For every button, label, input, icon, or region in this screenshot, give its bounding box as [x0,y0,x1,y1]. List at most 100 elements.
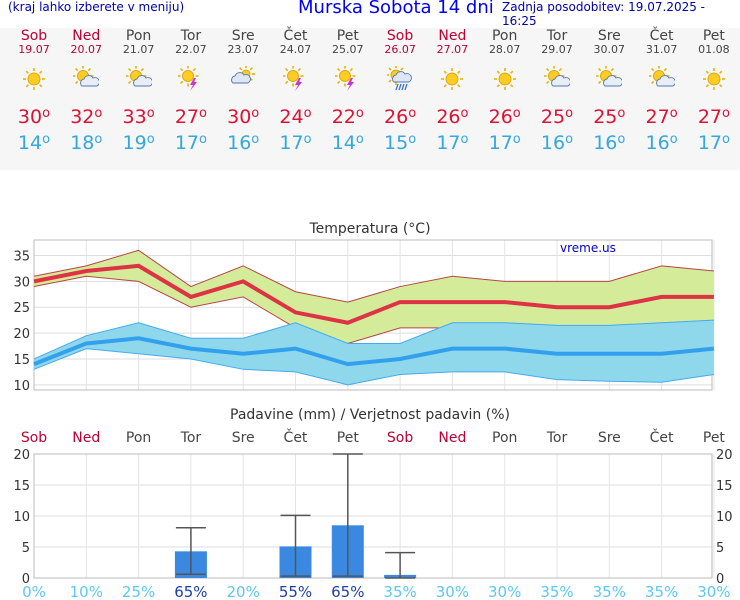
x-tick-label: Tor [180,430,202,446]
day-column: Pon 28.07 26o 17o [479,28,531,154]
day-column: Čet 31.07 27o 16o [636,28,688,154]
min-temp: 17o [174,132,207,154]
min-temp: 14o [331,132,364,154]
rain-cloud-icon [386,65,413,92]
sun-cloud-icon [543,65,571,92]
day-date: 28.07 [488,43,521,56]
day-column: Tor 29.07 25o 16o [531,28,583,154]
tmax-range-band-upper [33,249,714,303]
max-temp: 25o [540,106,574,128]
x-tick-label: Ned [72,430,100,446]
tmin-range-band [34,320,714,385]
day-date: 25.07 [332,43,364,56]
x-tick-label: Pon [126,430,151,446]
precip-probability: 30% [488,583,521,600]
sun-icon [701,66,727,92]
y-tick-label: 0 [22,572,30,587]
day-date: 30.07 [593,43,626,56]
x-tick-label: Čet [284,428,308,446]
y-tick-label: 30 [13,275,30,290]
plot-frame [33,453,713,579]
max-temp: 22o [331,106,364,128]
min-temp: 16o [645,132,678,154]
sun-cloud-icon [125,65,153,92]
x-tick-label: Pet [703,430,726,446]
x-tick-label: Čet [650,428,674,446]
tmax-line [33,263,714,325]
chart-title: Temperatura (°C) [308,221,430,237]
max-temp: 30o [227,106,260,128]
precip-probability: 65% [174,583,207,600]
x-tick-label: Ned [438,430,466,446]
day-date: 31.07 [645,43,678,56]
x-tick-label: Pet [337,430,360,446]
y-tick-label-right: 10 [716,510,733,525]
day-name: Tor [546,28,568,44]
tmin-range-band-upper [33,319,714,360]
min-temp: 17o [697,132,730,154]
day-name: Ned [438,28,467,44]
max-temp: 33o [122,106,155,128]
precip-probability: 35% [645,583,678,600]
day-date: 26.07 [384,43,416,56]
y-tick-label: 20 [13,448,30,463]
y-tick-label-right: 15 [716,479,733,494]
tmin-line [33,336,715,367]
day-column: Pet 25.07 22o 14o [322,28,374,154]
x-tick-label: Tor [546,430,568,446]
tmin-range-band-lower [33,348,714,386]
day-name: Čet [649,28,674,44]
max-temp: 26o [436,106,469,128]
min-temp: 16o [540,132,574,154]
header-left-note: (kraj lahko izberete v meniju) [8,0,185,14]
max-temp: 25o [593,106,626,128]
day-name: Tor [180,28,202,44]
forecast-strip: Sob 19.07 30o 14o Ned 20.07 32o 18o Pon 21.07 33o 1… [0,28,740,170]
x-tick-label: Sob [387,430,413,446]
day-date: 19.07 [18,43,50,56]
sun-thunder-icon [334,65,361,92]
day-column: Sre 30.07 25o 16o [583,28,635,154]
day-name: Sre [597,28,621,44]
day-date: 27.07 [436,43,469,56]
sun-icon [439,66,465,92]
min-temp: 17o [488,132,521,154]
day-column: Tor 22.07 27o 17o [165,28,217,154]
day-name: Sob [20,28,48,44]
min-temp: 16o [227,132,260,154]
day-date: 21.07 [122,43,155,56]
sun-cloud-icon [595,65,624,92]
precip-probability: 20% [227,583,260,600]
day-column: Sob 19.07 30o 14o [8,28,60,154]
y-tick-label: 20 [13,327,30,342]
precipitation-chart: Padavine (mm) / Verjetnost padavin (%) So… [13,407,733,600]
max-temp: 26o [384,106,417,128]
precip-probability: 30% [436,583,469,600]
day-name: Čet [283,28,308,44]
temperature-chart: Temperatura (°C) 10 15 20 25 30 35 vreme.us [13,221,715,394]
last-updated: Zadnja posodobitev: 19.07.2025 - 16:25 [502,0,706,28]
y-tick-label: 25 [13,301,30,316]
precip-probability: 30% [697,583,730,600]
min-temp: 17o [279,132,312,154]
sun-icon [21,66,47,92]
min-temp: 17o [436,132,469,154]
y-tick-label-right: 0 [716,572,724,587]
max-temp: 26o [488,106,521,128]
precip-probability: 35% [593,583,626,600]
y-tick-label-right: 5 [716,541,724,556]
min-temp: 19o [122,132,155,154]
max-temp: 30o [17,106,51,128]
day-column: Ned 27.07 26o 17o [426,28,478,154]
day-name: Pon [125,28,152,44]
day-name: Sre [231,28,255,44]
day-name: Ned [72,28,101,44]
max-temp: 24o [279,106,312,128]
sun-thunder-icon [282,65,309,92]
day-column: Čet 24.07 24o 17o [270,28,322,154]
x-tick-label: Sre [232,430,255,446]
tmax-range-band [34,250,714,344]
x-tick-label: Sob [21,430,47,446]
precip-probability: 35% [540,583,573,600]
chart-title: Padavine (mm) / Verjetnost padavin (%) [230,407,510,423]
